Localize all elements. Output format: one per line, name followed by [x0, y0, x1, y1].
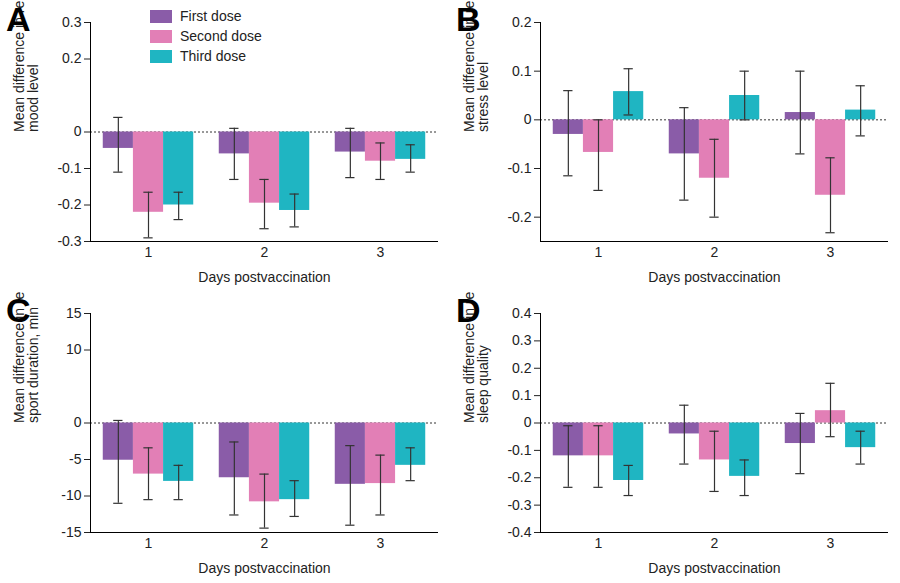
svg-text:Days postvaccination: Days postvaccination	[198, 560, 330, 576]
svg-text:-0.2: -0.2	[57, 196, 81, 212]
svg-text:0: 0	[74, 123, 82, 139]
svg-text:0.3: 0.3	[512, 332, 532, 348]
svg-text:1: 1	[145, 244, 153, 260]
svg-text:-15: -15	[61, 524, 81, 540]
svg-text:0.1: 0.1	[512, 387, 532, 403]
svg-text:3: 3	[377, 535, 385, 551]
svg-text:-0.1: -0.1	[507, 160, 531, 176]
svg-text:Days postvaccination: Days postvaccination	[648, 269, 780, 285]
svg-text:1: 1	[595, 244, 603, 260]
svg-text:-0.1: -0.1	[507, 442, 531, 458]
svg-text:1: 1	[595, 535, 603, 551]
svg-text:2: 2	[261, 244, 269, 260]
html-text:First dose: First dose	[180, 8, 242, 24]
svg-text:0.2: 0.2	[62, 50, 82, 66]
svg-text:0: 0	[524, 414, 532, 430]
svg-text:2: 2	[711, 535, 719, 551]
svg-text:3: 3	[377, 244, 385, 260]
svg-text:2: 2	[261, 535, 269, 551]
svg-text:-0.3: -0.3	[57, 233, 81, 249]
svg-text:15: 15	[66, 305, 82, 321]
svg-text:1: 1	[145, 535, 153, 551]
svg-text:-0.2: -0.2	[507, 209, 531, 225]
svg-text:0: 0	[524, 111, 532, 127]
svg-text:0.1: 0.1	[512, 63, 532, 79]
svg-text:Days postvaccination: Days postvaccination	[648, 560, 780, 576]
html-text:A: A	[6, 0, 31, 38]
svg-text:Days postvaccination: Days postvaccination	[198, 269, 330, 285]
svg-text:0.2: 0.2	[512, 360, 532, 376]
svg-text:10: 10	[66, 341, 82, 357]
svg-text:3: 3	[827, 244, 835, 260]
svg-text:2: 2	[711, 244, 719, 260]
svg-text:0.2: 0.2	[512, 14, 532, 30]
svg-text:-0.2: -0.2	[507, 469, 531, 485]
html-text:mood level: mood level	[25, 64, 41, 132]
svg-text:0.3: 0.3	[62, 14, 82, 30]
svg-text:-0.1: -0.1	[57, 160, 81, 176]
html-text:Third dose: Third dose	[180, 48, 247, 64]
svg-text:-0.3: -0.3	[507, 497, 531, 513]
html-text:stress level: stress level	[475, 62, 491, 132]
html-text:C: C	[6, 291, 31, 329]
svg-text:-10: -10	[61, 487, 81, 503]
svg-text:0: 0	[74, 414, 82, 430]
html-text:B: B	[456, 0, 481, 38]
html-text:Second dose: Second dose	[180, 28, 262, 44]
html-text:D: D	[456, 291, 481, 329]
svg-text:-5: -5	[69, 451, 82, 467]
svg-text:3: 3	[827, 535, 835, 551]
svg-text:-0.4: -0.4	[507, 524, 531, 540]
svg-text:0.4: 0.4	[512, 305, 532, 321]
